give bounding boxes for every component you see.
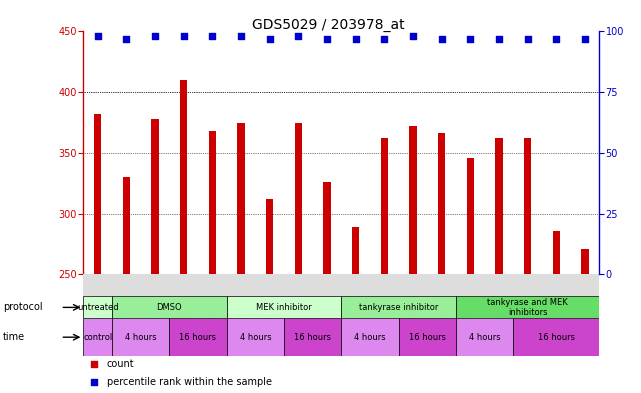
Text: untreated: untreated bbox=[77, 303, 119, 312]
Text: percentile rank within the sample: percentile rank within the sample bbox=[106, 377, 272, 387]
Bar bbox=[553, 231, 560, 274]
Text: 4 hours: 4 hours bbox=[469, 333, 501, 342]
Bar bbox=[227, 318, 284, 356]
Bar bbox=[83, 274, 599, 296]
Point bbox=[92, 33, 103, 39]
Bar bbox=[83, 296, 112, 318]
Point bbox=[494, 36, 504, 42]
Point bbox=[207, 33, 217, 39]
Bar bbox=[381, 138, 388, 274]
Point bbox=[150, 33, 160, 39]
Text: 16 hours: 16 hours bbox=[409, 333, 446, 342]
Bar bbox=[122, 177, 130, 274]
Bar bbox=[352, 227, 359, 274]
Bar bbox=[410, 126, 417, 274]
Point bbox=[465, 36, 476, 42]
Bar bbox=[438, 134, 445, 274]
Bar bbox=[513, 318, 599, 356]
Bar bbox=[209, 131, 216, 274]
Text: protocol: protocol bbox=[3, 302, 43, 312]
Bar bbox=[227, 296, 341, 318]
Bar bbox=[284, 318, 341, 356]
Point bbox=[322, 36, 332, 42]
Point bbox=[293, 33, 303, 39]
Text: 4 hours: 4 hours bbox=[354, 333, 386, 342]
Bar bbox=[399, 318, 456, 356]
Bar bbox=[341, 318, 399, 356]
Text: tankyrase inhibitor: tankyrase inhibitor bbox=[359, 303, 438, 312]
Text: 16 hours: 16 hours bbox=[538, 333, 575, 342]
Text: 16 hours: 16 hours bbox=[294, 333, 331, 342]
Bar bbox=[295, 123, 302, 274]
Bar bbox=[495, 138, 503, 274]
Point bbox=[121, 36, 131, 42]
Bar bbox=[151, 119, 158, 274]
Text: tankyrase and MEK
inhibitors: tankyrase and MEK inhibitors bbox=[487, 298, 568, 317]
Bar bbox=[581, 249, 588, 274]
Bar bbox=[237, 123, 245, 274]
Bar bbox=[180, 80, 187, 274]
Text: 4 hours: 4 hours bbox=[240, 333, 271, 342]
Text: 4 hours: 4 hours bbox=[125, 333, 156, 342]
Bar bbox=[94, 114, 101, 274]
Bar bbox=[456, 318, 513, 356]
Point bbox=[88, 379, 99, 386]
Bar bbox=[456, 296, 599, 318]
Text: count: count bbox=[106, 359, 134, 369]
Bar bbox=[266, 199, 273, 274]
Point bbox=[580, 36, 590, 42]
Bar bbox=[112, 318, 169, 356]
Bar bbox=[341, 296, 456, 318]
Text: time: time bbox=[3, 332, 26, 342]
Text: control: control bbox=[83, 333, 112, 342]
Point bbox=[551, 36, 562, 42]
Point bbox=[236, 33, 246, 39]
Bar bbox=[324, 182, 331, 274]
Text: GDS5029 / 203978_at: GDS5029 / 203978_at bbox=[252, 18, 405, 32]
Point bbox=[179, 33, 189, 39]
Text: MEK inhibitor: MEK inhibitor bbox=[256, 303, 312, 312]
Point bbox=[88, 361, 99, 367]
Bar bbox=[112, 296, 227, 318]
Bar bbox=[467, 158, 474, 274]
Point bbox=[408, 33, 418, 39]
Text: DMSO: DMSO bbox=[156, 303, 182, 312]
Bar bbox=[83, 318, 112, 356]
Point bbox=[522, 36, 533, 42]
Point bbox=[351, 36, 361, 42]
Point bbox=[437, 36, 447, 42]
Text: 16 hours: 16 hours bbox=[179, 333, 217, 342]
Point bbox=[379, 36, 390, 42]
Point bbox=[265, 36, 275, 42]
Bar bbox=[169, 318, 227, 356]
Bar bbox=[524, 138, 531, 274]
